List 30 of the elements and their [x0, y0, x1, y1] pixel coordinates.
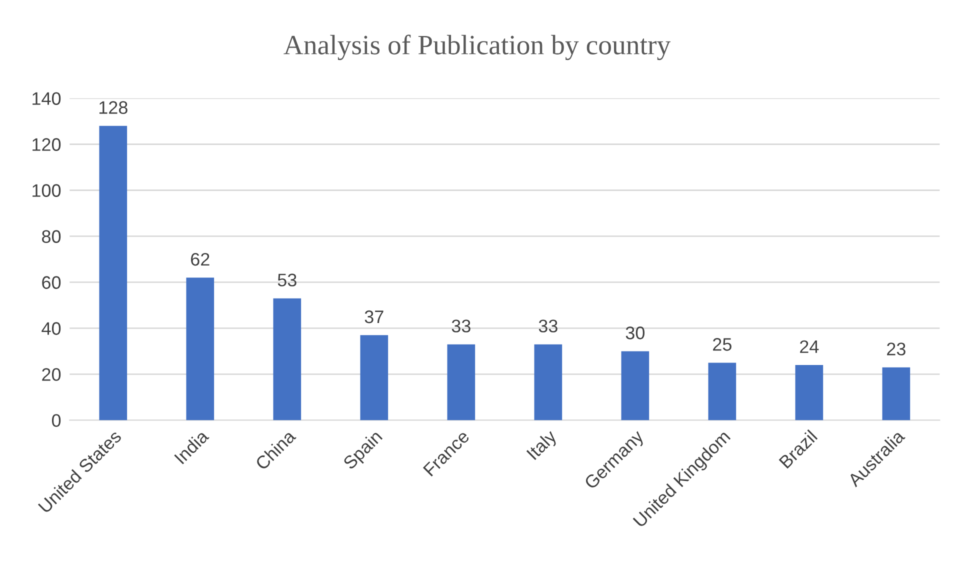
data-label: 30 — [626, 326, 645, 340]
bar — [882, 367, 910, 420]
bar — [708, 362, 736, 420]
bar — [795, 365, 824, 420]
data-label: 53 — [278, 274, 296, 286]
y-tick-label: 120 — [32, 138, 61, 151]
bar — [186, 278, 214, 420]
bar — [99, 126, 128, 420]
bar — [273, 298, 302, 420]
data-label: 23 — [887, 342, 906, 356]
y-tick-label: 60 — [42, 276, 61, 289]
data-label: 33 — [538, 320, 558, 332]
data-label: 37 — [364, 310, 384, 324]
chart-title: Analysis of Publication by country — [284, 34, 671, 60]
y-tick-label: 0 — [52, 414, 61, 427]
y-tick-label: 100 — [32, 184, 61, 197]
y-tick-label: 80 — [42, 230, 61, 243]
x-tick-label: Italy — [526, 428, 560, 463]
bar — [534, 344, 562, 420]
data-label: 128 — [99, 101, 128, 114]
bar — [447, 344, 476, 420]
bar — [360, 335, 388, 420]
data-label: 24 — [800, 340, 819, 353]
y-tick-label: 140 — [32, 92, 61, 105]
data-label: 25 — [713, 338, 732, 351]
y-tick-label: 20 — [42, 368, 61, 381]
y-tick-label: 40 — [42, 322, 61, 335]
data-label: 62 — [191, 252, 210, 266]
bar — [621, 351, 650, 420]
data-label: 33 — [452, 320, 470, 332]
